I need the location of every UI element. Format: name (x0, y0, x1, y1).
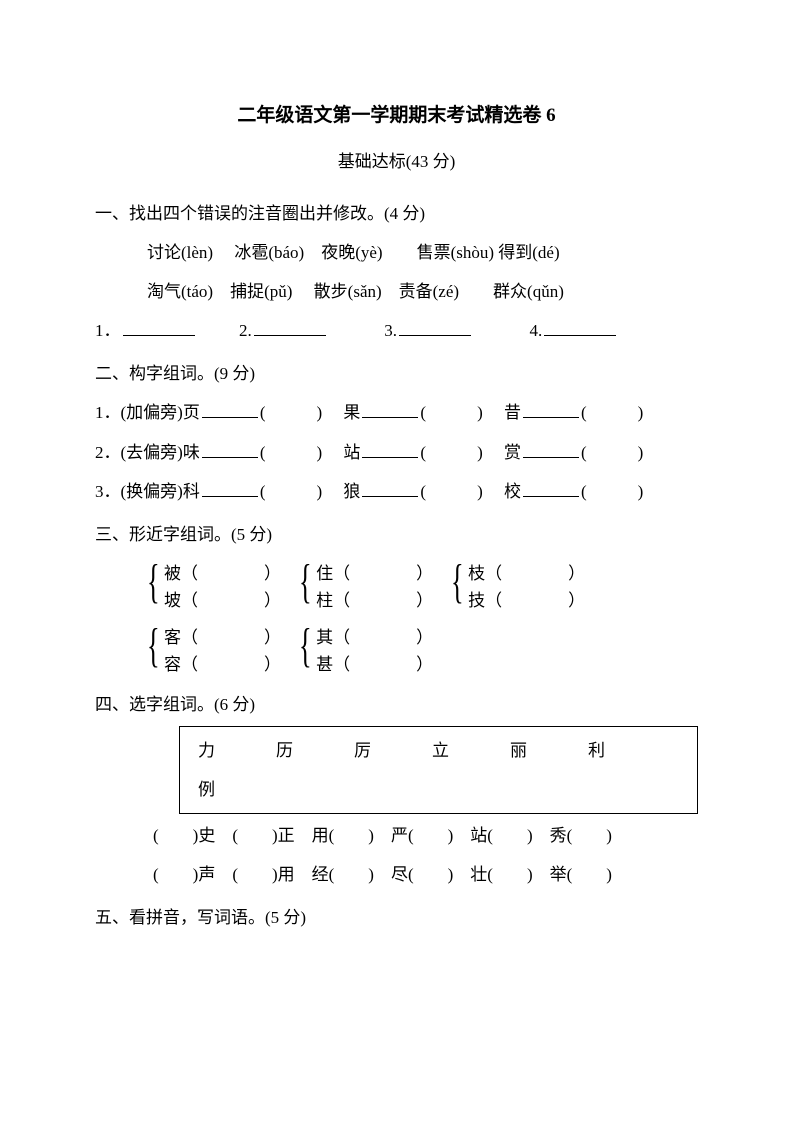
brace-icon: { (147, 622, 160, 676)
brace-icon: { (299, 622, 312, 676)
section-1: 一、找出四个错误的注音圈出并修改。(4 分) 讨论(lèn) 冰雹(báo) 夜… (95, 194, 698, 350)
exam-page: 二年级语文第一学期期末考试精选卷 6 基础达标(43 分) 一、找出四个错误的注… (0, 0, 793, 1122)
s1-a1-label: 1． (95, 321, 121, 340)
s3-g5b: 甚（ (316, 655, 350, 674)
s3-g1a: 被（ (164, 564, 198, 583)
s2-q2-blank-c[interactable] (523, 439, 579, 458)
paren-close: ） (416, 628, 433, 647)
paren-close: ） (416, 655, 433, 674)
s1-head: 一、找出四个错误的注音圈出并修改。(4 分) (95, 194, 698, 233)
s2-q1c: 昔 (504, 403, 521, 422)
paren-close: ） (264, 591, 281, 610)
s2-q3-blank-b[interactable] (362, 478, 418, 497)
s2-q1b: 果 (343, 403, 360, 422)
page-subtitle: 基础达标(43 分) (95, 147, 698, 172)
s3-g1b: 坡（ (164, 591, 198, 610)
s2-head: 二、构字组词。(9 分) (95, 354, 698, 393)
s5-head: 五、看拼音，写词语。(5 分) (95, 898, 698, 937)
s2-q1-blank-c[interactable] (523, 400, 579, 419)
s3-g4a: 客（ (164, 628, 198, 647)
s1-blank-2[interactable] (254, 318, 326, 337)
s2-q1-blank-b[interactable] (362, 400, 418, 419)
s1-answers: 1． 2. 3. 4. (95, 311, 698, 350)
s3-g4: { 客（ ） 容（ ） (147, 624, 281, 678)
paren-close: ） (568, 591, 585, 610)
s1-row1: 讨论(lèn) 冰雹(báo) 夜晚(yè) 售票(shòu) 得到(dé) (95, 233, 698, 272)
s2-q2b: 站 (343, 443, 360, 462)
s4-head: 四、选字组词。(6 分) (95, 685, 698, 724)
brace-icon: { (299, 558, 312, 612)
s1-a3-label: 3. (384, 321, 397, 340)
s3-row-2: { 客（ ） 容（ ） { 其（ ） 甚（ ） (95, 624, 698, 678)
s2-q2c: 赏 (504, 443, 521, 462)
s4-r1[interactable]: ( )史 ( )正 用( ) 严( ) 站( ) 秀( ) (95, 816, 698, 855)
paren-close: ） (264, 564, 281, 583)
s1-row2: 淘气(táo) 捕捉(pǔ) 散步(sǎn) 责备(zé) 群众(qǔn) (95, 272, 698, 311)
s3-g5a: 其（ (316, 628, 350, 647)
s1-a4-label: 4. (530, 321, 543, 340)
s3-row-1: { 被（ ） 坡（ ） { 住（ ） 柱（ ） { 枝（ ） 技（ ） (95, 560, 698, 614)
s3-g2b: 柱（ (316, 591, 350, 610)
s2-q1: 1．(加偏旁)页( ) 果( ) 昔( ) (95, 393, 698, 432)
s1-a2-label: 2. (239, 321, 252, 340)
section-2: 二、构字组词。(9 分) 1．(加偏旁)页( ) 果( ) 昔( ) 2．(去偏… (95, 354, 698, 510)
s3-g2: { 住（ ） 柱（ ） (299, 560, 433, 614)
s2-q3-blank-a[interactable] (202, 478, 258, 497)
s2-q1a: 1．(加偏旁)页 (95, 403, 200, 422)
s1-blank-1[interactable] (123, 318, 195, 337)
s2-q3a: 3．(换偏旁)科 (95, 482, 200, 501)
section-3: 三、形近字组词。(5 分) { 被（ ） 坡（ ） { 住（ ） 柱（ ） { 枝（ ） (95, 515, 698, 679)
s2-q3: 3．(换偏旁)科( ) 狼( ) 校( ) (95, 472, 698, 511)
paren-close: ） (568, 564, 585, 583)
s2-q2-blank-b[interactable] (362, 439, 418, 458)
s4-r2[interactable]: ( )声 ( )用 经( ) 尽( ) 壮( ) 举( ) (95, 855, 698, 894)
s2-q3b: 狼 (343, 482, 360, 501)
paren-close: ） (416, 564, 433, 583)
s3-g3a: 枝（ (468, 564, 502, 583)
s3-g4b: 容（ (164, 655, 198, 674)
paren-close: ） (264, 628, 281, 647)
paren-close: ） (416, 591, 433, 610)
page-title: 二年级语文第一学期期末考试精选卷 6 (95, 100, 698, 127)
brace-icon: { (147, 558, 160, 612)
paren-close: ） (264, 655, 281, 674)
s4-char-box: 力 历 厉 立 丽 利 例 (179, 726, 698, 814)
s3-head: 三、形近字组词。(5 分) (95, 515, 698, 554)
s3-g2a: 住（ (316, 564, 350, 583)
section-4: 四、选字组词。(6 分) 力 历 厉 立 丽 利 例 ( )史 ( )正 用( … (95, 685, 698, 894)
section-5: 五、看拼音，写词语。(5 分) (95, 898, 698, 937)
s2-q2a: 2．(去偏旁)味 (95, 443, 200, 462)
s3-g5: { 其（ ） 甚（ ） (299, 624, 433, 678)
s3-g3: { 枝（ ） 技（ ） (451, 560, 585, 614)
s2-q3-blank-c[interactable] (523, 478, 579, 497)
brace-icon: { (451, 558, 464, 612)
s2-q1-blank-a[interactable] (202, 400, 258, 419)
s2-q2-blank-a[interactable] (202, 439, 258, 458)
s3-g1: { 被（ ） 坡（ ） (147, 560, 281, 614)
s2-q2: 2．(去偏旁)味( ) 站( ) 赏( ) (95, 433, 698, 472)
s3-g3b: 技（ (468, 591, 502, 610)
s2-q3c: 校 (504, 482, 521, 501)
s1-blank-4[interactable] (544, 318, 616, 337)
s1-blank-3[interactable] (399, 318, 471, 337)
s4-box-row: 力 历 厉 立 丽 利 例 (95, 726, 698, 814)
